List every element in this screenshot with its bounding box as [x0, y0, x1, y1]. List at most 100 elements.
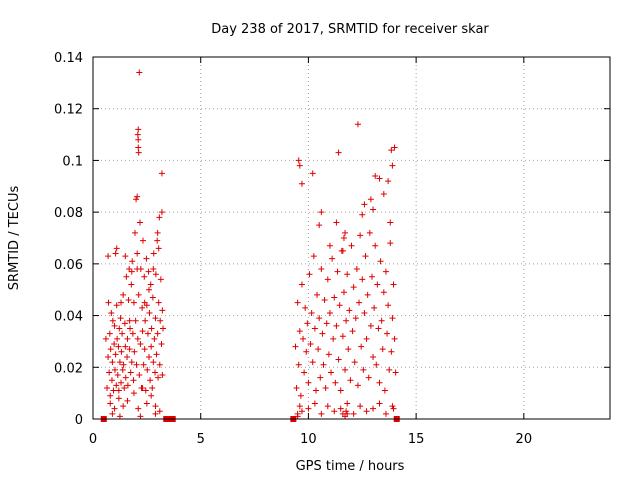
- data-point: [316, 315, 323, 322]
- data-point: [379, 346, 386, 353]
- x-tick-label: 5: [197, 432, 205, 447]
- data-point: [135, 126, 142, 133]
- data-point: [146, 286, 153, 293]
- data-point: [106, 369, 113, 376]
- data-point: [117, 315, 124, 322]
- data-point: [141, 299, 148, 306]
- data-point: [298, 281, 305, 288]
- data-point: [296, 403, 303, 410]
- plot-frame: [92, 56, 611, 420]
- data-point: [158, 209, 165, 216]
- data-point: [149, 384, 156, 391]
- data-point: [343, 408, 350, 415]
- data-point: [142, 317, 149, 324]
- data-point: [363, 335, 370, 342]
- data-point: [344, 271, 351, 278]
- data-point: [391, 335, 398, 342]
- data-point: [149, 294, 156, 301]
- data-point: [293, 384, 300, 391]
- grid: [93, 57, 610, 419]
- data-point: [135, 291, 142, 298]
- data-point: [112, 351, 119, 358]
- data-point: [136, 372, 143, 379]
- data-point: [350, 410, 357, 417]
- data-point: [116, 359, 123, 366]
- data-point: [297, 392, 304, 399]
- data-point: [157, 317, 164, 324]
- data-point: [318, 209, 325, 216]
- data-point: [323, 320, 330, 327]
- data-point: [154, 237, 161, 244]
- data-point: [124, 397, 131, 404]
- data-point: [305, 405, 312, 412]
- data-point: [385, 178, 392, 185]
- data-point: [134, 266, 141, 273]
- data-point: [139, 384, 146, 391]
- data-point: [374, 281, 381, 288]
- data-point: [320, 361, 327, 368]
- data-point: [136, 69, 143, 76]
- data-point: [367, 322, 374, 329]
- data-point: [159, 307, 166, 314]
- data-point: [333, 322, 340, 329]
- data-point: [294, 299, 301, 306]
- data-point: [361, 309, 368, 316]
- x-axis-label: GPS time / hours: [296, 459, 405, 474]
- data-point: [142, 387, 149, 394]
- data-point: [122, 253, 129, 260]
- data-point: [368, 273, 375, 280]
- data-point: [105, 299, 112, 306]
- data-point: [367, 196, 374, 203]
- data-point: [120, 361, 127, 368]
- data-point: [357, 232, 364, 239]
- data-point: [134, 335, 141, 342]
- data-point: [359, 211, 366, 218]
- data-point: [120, 403, 127, 410]
- data-point: [156, 214, 163, 221]
- data-point: [332, 379, 339, 386]
- data-point: [375, 325, 382, 332]
- data-point: [372, 242, 379, 249]
- data-point: [135, 136, 142, 143]
- data-point: [113, 302, 120, 309]
- data-point: [392, 369, 399, 376]
- data-point: [129, 258, 136, 265]
- data-point: [312, 387, 319, 394]
- data-point: [107, 400, 114, 407]
- data-point: [346, 307, 353, 314]
- data-point: [387, 219, 394, 226]
- data-point: [139, 304, 146, 311]
- data-point: [339, 247, 346, 254]
- data-point: [306, 271, 313, 278]
- y-tick-label: 0: [75, 413, 83, 428]
- data-point: [145, 268, 152, 275]
- data-point: [136, 219, 143, 226]
- data-point: [389, 403, 396, 410]
- data-point: [296, 162, 303, 169]
- y-tick-label: 0.14: [54, 51, 83, 66]
- data-point: [301, 369, 308, 376]
- data-point: [130, 299, 137, 306]
- data-point: [118, 379, 125, 386]
- data-point: [315, 346, 322, 353]
- data-point: [150, 250, 157, 257]
- data-point: [298, 408, 305, 415]
- data-point: [326, 309, 333, 316]
- data-point: [356, 299, 363, 306]
- data-point: [337, 405, 344, 412]
- data-point: [112, 250, 119, 257]
- data-point: [321, 297, 328, 304]
- data-point: [371, 304, 378, 311]
- data-point: [347, 377, 354, 384]
- data-point: [325, 351, 332, 358]
- data-point: [295, 361, 302, 368]
- data-point: [308, 309, 315, 316]
- data-point: [354, 382, 361, 389]
- data-point: [148, 343, 155, 350]
- data-point: [115, 395, 122, 402]
- data-point: [132, 229, 139, 236]
- data-point: [108, 377, 115, 384]
- data-point: [364, 291, 371, 298]
- data-point: [109, 359, 116, 366]
- data-point: [380, 289, 387, 296]
